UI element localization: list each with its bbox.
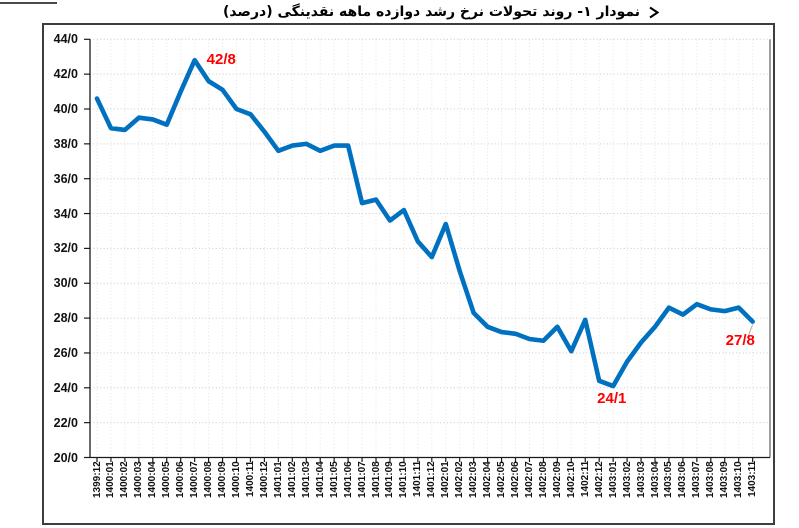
x-tick-label: 1400:11	[244, 461, 256, 498]
x-tick-label: 1400:06	[175, 461, 187, 498]
x-tick-label: 1403:04	[649, 461, 661, 498]
x-tick-label: 1400:05	[161, 461, 173, 498]
x-tick-label: 1401:03	[300, 461, 312, 498]
x-tick-label: 1401:08	[370, 461, 382, 498]
x-tick-label: 1401:07	[356, 461, 368, 498]
x-tick-label: 1403:07	[691, 461, 703, 498]
y-tick-label: 44/0	[53, 32, 78, 47]
gridlines	[90, 38, 770, 458]
x-tick-label: 1403:05	[663, 461, 675, 498]
x-tick-label: 1402:07	[523, 461, 535, 498]
x-tick-label: 1401:06	[342, 461, 354, 498]
x-tick-label: 1400:03	[133, 461, 145, 498]
x-tick-label: 1401:12	[426, 461, 438, 498]
x-tick-label: 1403:03	[635, 461, 647, 498]
x-tick-label: 1399:12	[91, 461, 103, 498]
y-tick-label: 42/0	[53, 67, 78, 82]
x-tick-label: 1402:05	[496, 461, 508, 498]
x-tick-label: 1400:12	[258, 461, 270, 498]
chart-title-row: نمودار ۱- روند تحولات نرخ رشد دوازده ماه…	[223, 1, 659, 23]
x-tick-label: 1401:04	[314, 461, 326, 498]
data-label: 27/8	[725, 331, 755, 349]
x-tick-label: 1402:04	[482, 461, 494, 498]
x-tick-label: 1401:02	[286, 461, 298, 498]
y-tick-label: 32/0	[53, 241, 78, 256]
x-tick-label: 1402:06	[510, 461, 521, 498]
data-label: 24/1	[597, 390, 627, 408]
y-tick-label: 22/0	[53, 415, 78, 430]
document-top-rule	[0, 2, 57, 4]
x-tick-label: 1403:08	[705, 461, 717, 498]
x-tick-label: 1403:02	[621, 461, 633, 498]
y-tick-label: 28/0	[53, 311, 78, 326]
title-bullet-icon	[649, 6, 659, 19]
page-title: نمودار ۱- روند تحولات نرخ رشد دوازده ماه…	[222, 4, 640, 20]
x-tick-label: 1403:01	[607, 461, 619, 498]
x-tick-label: 1400:02	[119, 461, 131, 498]
x-tick-label: 1402:03	[468, 461, 480, 498]
liquidity-growth-line	[94, 57, 755, 389]
y-tick-label: 24/0	[53, 380, 78, 395]
x-tick-label: 1402:09	[551, 461, 563, 498]
x-tick-label: 1401:09	[384, 461, 396, 498]
tick-marks	[84, 38, 754, 462]
y-tick-label: 34/0	[53, 206, 78, 221]
chart-frame	[42, 23, 775, 525]
x-tick-label: 1402:08	[537, 461, 549, 498]
x-tick-label: 1402:01	[440, 461, 452, 498]
y-tick-label: 26/0	[53, 345, 78, 360]
y-tick-label: 38/0	[53, 136, 78, 151]
x-tick-label: 1401:01	[272, 461, 284, 498]
x-tick-label: 1400:07	[189, 461, 201, 498]
x-tick-label: 1400:01	[105, 461, 117, 498]
y-tick-label: 40/0	[53, 102, 78, 116]
x-tick-label: 1402:10	[565, 461, 577, 498]
x-tick-label: 1402:11	[579, 461, 591, 498]
x-tick-label: 1400:04	[147, 461, 159, 498]
x-tick-label: 1402:12	[593, 461, 605, 498]
series-line	[94, 57, 755, 389]
x-tick-label: 1400:08	[203, 461, 215, 498]
x-tick-label: 1402:02	[454, 461, 466, 498]
x-tick-label: 1401:10	[398, 461, 410, 498]
y-tick-label: 36/0	[53, 171, 78, 186]
x-tick-label: 1403:09	[719, 461, 731, 498]
y-tick-label: 30/0	[53, 276, 78, 291]
x-tick-label: 1401:05	[328, 461, 340, 498]
x-tick-label: 1400:09	[217, 461, 229, 498]
x-tick-label: 1403:06	[677, 461, 689, 498]
y-tick-label: 20/0	[53, 450, 78, 465]
x-tick-label: 1401:11	[412, 461, 424, 498]
x-tick-label: 1400:10	[231, 461, 242, 498]
x-tick-label: 1403:10	[733, 461, 745, 498]
x-tick-label: 1403:11	[747, 461, 759, 498]
data-label: 42/8	[206, 51, 236, 69]
